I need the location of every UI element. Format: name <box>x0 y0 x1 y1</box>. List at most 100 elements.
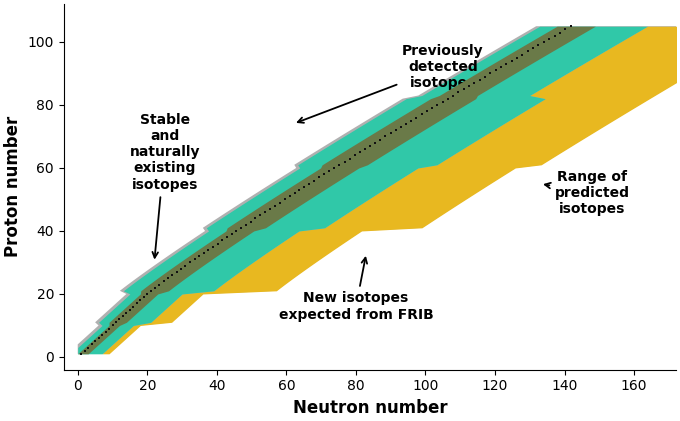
Text: Previously
detected
isotopes: Previously detected isotopes <box>298 44 483 123</box>
Point <box>198 250 209 256</box>
Point <box>154 281 165 288</box>
Point <box>114 316 125 322</box>
Text: Stable
and
naturally
existing
isotopes: Stable and naturally existing isotopes <box>129 113 200 258</box>
Point <box>138 294 149 301</box>
Point <box>180 262 191 269</box>
Point <box>135 297 146 304</box>
Point <box>432 101 443 108</box>
Point <box>375 136 386 143</box>
Point <box>528 45 539 52</box>
Point <box>80 347 90 354</box>
Point <box>469 80 479 86</box>
Point <box>93 335 104 341</box>
Point <box>245 218 256 225</box>
Point <box>339 158 350 165</box>
Point <box>284 193 295 200</box>
Point <box>385 130 396 137</box>
Point <box>549 32 560 39</box>
Point <box>500 61 511 67</box>
Point <box>171 269 182 275</box>
Point <box>212 240 223 247</box>
Point <box>566 23 577 29</box>
Point <box>279 196 290 203</box>
Point <box>121 309 132 316</box>
Point <box>194 253 205 259</box>
Point <box>241 221 252 228</box>
Text: New isotopes
expected from FRIB: New isotopes expected from FRIB <box>279 258 433 322</box>
Point <box>255 212 266 218</box>
Point <box>406 117 417 124</box>
Point <box>107 322 118 329</box>
Point <box>250 215 261 222</box>
Point <box>539 39 549 45</box>
Point <box>163 275 173 282</box>
Point <box>479 73 490 80</box>
Text: Range of
predicted
isotopes: Range of predicted isotopes <box>545 170 630 216</box>
Point <box>90 338 101 344</box>
Point <box>217 237 228 244</box>
Point <box>522 48 533 55</box>
Point <box>236 224 247 231</box>
Point <box>314 174 325 181</box>
Point <box>422 108 432 115</box>
Point <box>146 288 156 294</box>
Point <box>111 319 122 326</box>
Point <box>86 341 97 348</box>
X-axis label: Neutron number: Neutron number <box>292 399 447 417</box>
Point <box>485 70 496 77</box>
Point <box>260 209 271 216</box>
Point <box>324 168 335 174</box>
Point <box>203 246 214 253</box>
Point <box>128 303 139 310</box>
Point <box>222 234 233 241</box>
Point <box>142 290 153 297</box>
Point <box>490 67 501 74</box>
Point <box>100 328 111 335</box>
Point <box>380 133 391 140</box>
Point <box>103 325 114 332</box>
Point <box>496 64 507 71</box>
Point <box>309 177 320 184</box>
Point <box>226 231 237 237</box>
Point <box>167 272 177 278</box>
Point <box>517 51 528 58</box>
Point <box>150 284 160 291</box>
Point <box>158 278 169 285</box>
Point <box>299 184 310 190</box>
Point <box>175 265 186 272</box>
Point <box>131 300 142 307</box>
Point <box>437 99 448 105</box>
Point <box>511 54 522 61</box>
Point <box>458 86 469 93</box>
Point <box>329 165 340 171</box>
Point <box>75 350 86 357</box>
Point <box>354 149 365 156</box>
Point <box>350 152 360 159</box>
Point <box>544 35 555 42</box>
Point <box>426 105 437 112</box>
Point <box>231 228 242 234</box>
Point <box>447 92 458 99</box>
Point <box>189 256 200 263</box>
Point <box>464 83 475 89</box>
Point <box>390 127 401 133</box>
Y-axis label: Proton number: Proton number <box>4 116 22 258</box>
Point <box>443 95 454 102</box>
Point <box>555 29 566 36</box>
Point <box>304 180 315 187</box>
Point <box>370 139 381 146</box>
Point <box>294 187 305 193</box>
Point <box>184 259 195 266</box>
Point <box>207 243 218 250</box>
Point <box>533 42 544 48</box>
Point <box>269 203 280 209</box>
Point <box>97 332 107 338</box>
Point <box>274 199 285 206</box>
Point <box>364 143 375 149</box>
Point <box>560 26 571 33</box>
Point <box>411 114 422 121</box>
Point <box>416 111 427 118</box>
Point <box>334 161 345 168</box>
Point <box>401 120 411 127</box>
Point <box>124 306 135 313</box>
